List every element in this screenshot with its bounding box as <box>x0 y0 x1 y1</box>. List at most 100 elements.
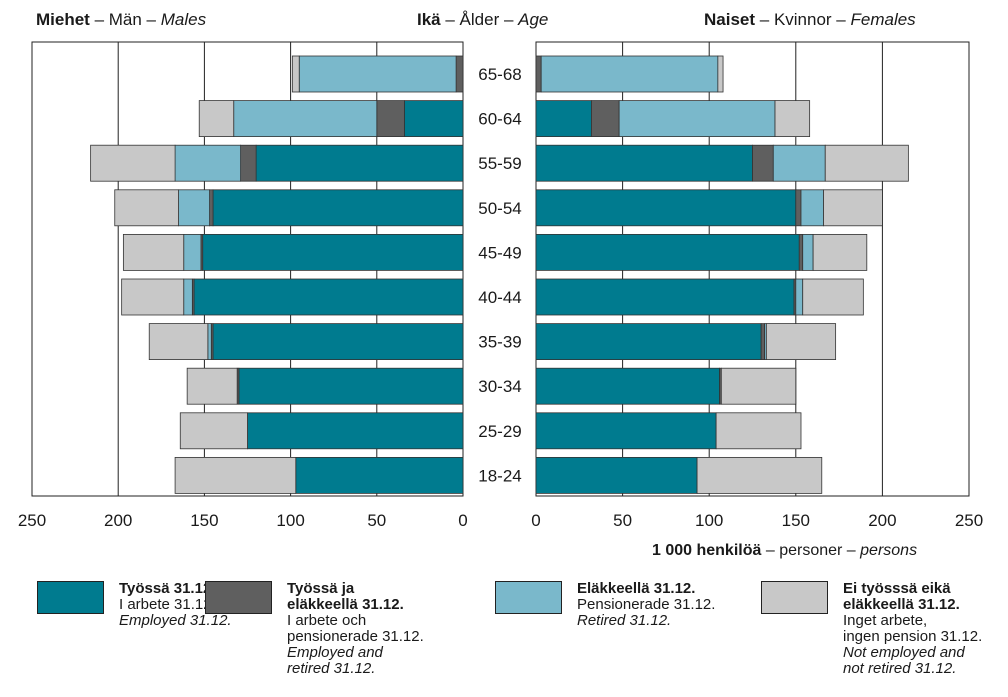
right-bar-60-64-series-1 <box>535 100 592 137</box>
age-group-label: 18-24 <box>478 466 521 485</box>
right-bar-45-49-series-4 <box>812 233 868 271</box>
population-pyramid-chart: 65-68 60-64 55-59 50-54 45-49 40-44 35-39 30-34… <box>18 41 983 530</box>
legend-swatch <box>37 581 104 614</box>
right-bar-45-49-series-3 <box>802 233 814 271</box>
left-bar-60-64-series-2 <box>376 100 405 137</box>
right-bar-55-59-series-3 <box>772 144 826 182</box>
left-bar-30-34-series-4 <box>186 367 238 405</box>
right-bar-50-54-series-1 <box>535 189 797 227</box>
left-bar-65-68-series-3 <box>298 55 457 93</box>
legend-line-italic: Employed and <box>287 644 383 661</box>
right-bar-35-39-series-2 <box>760 323 766 361</box>
right-bar-50-54-series-3 <box>800 189 824 227</box>
legend-line-normal: Inget arbete, <box>843 612 928 629</box>
left-bar-25-29-series-1 <box>247 412 464 450</box>
left-bar-60-64-series-4 <box>198 100 235 137</box>
right-bar-35-39-series-1 <box>535 323 762 361</box>
legend-line-italic: not retired 31.12. <box>843 660 957 677</box>
left-bar-65-68-series-2 <box>455 55 464 93</box>
legend-line-bold: Työssä 31.12. <box>119 580 216 597</box>
unit-label-normal: personer <box>779 542 843 559</box>
left-tick-label: 250 <box>18 511 46 530</box>
left-bar-50-54-series-4 <box>114 189 179 227</box>
legend-swatch <box>761 581 828 614</box>
age-group-label: 30-34 <box>478 377 521 396</box>
left-bar-65-68-series-4 <box>291 55 300 93</box>
left-bar-60-64-series-3 <box>233 100 378 137</box>
left-bar-50-54-series-2 <box>209 189 214 227</box>
females-header-sep2: – <box>831 10 851 29</box>
left-bar-40-44-series-3 <box>183 278 193 316</box>
right-bar-40-44-series-3 <box>795 278 804 316</box>
legend-line-italic: retired 31.12. <box>287 660 376 677</box>
legend-line-bold: eläkkeellä 31.12. <box>287 596 404 613</box>
legend-line-bold: Työssä ja <box>287 580 355 597</box>
right-bar-50-54-series-2 <box>795 189 802 227</box>
unit-label-sep2: – <box>842 542 861 559</box>
males-header-italic: Males <box>160 10 207 29</box>
right-bar-60-64-series-2 <box>591 100 620 137</box>
legend-line-bold: eläkkeellä 31.12. <box>843 596 960 613</box>
age-header-sep1: – <box>440 10 460 29</box>
age-group-label: 60-64 <box>478 110 521 129</box>
age-header-sep2: – <box>499 10 519 29</box>
left-bar-35-39-series-3 <box>207 323 212 361</box>
right-bar-40-44-series-1 <box>535 278 795 316</box>
left-bar-60-64-series-1 <box>403 100 464 137</box>
age-group-label: 65-68 <box>478 65 521 84</box>
females-header-normal: Kvinnor <box>773 10 832 29</box>
right-tick-label: 50 <box>613 511 632 530</box>
females-header: Naiset – Kvinnor – Females <box>704 10 916 30</box>
right-bar-25-29-series-4 <box>715 412 802 450</box>
left-tick-label: 100 <box>276 511 304 530</box>
right-tick-label: 150 <box>782 511 810 530</box>
left-bar-35-39-series-1 <box>212 323 464 361</box>
legend-line-normal: Pensionerade 31.12. <box>577 596 716 613</box>
age-group-label: 50-54 <box>478 199 521 218</box>
left-bar-45-49-series-1 <box>202 233 464 271</box>
age-group-label: 55-59 <box>478 154 521 173</box>
right-bar-30-34-series-1 <box>535 367 720 405</box>
males-header-bold: Miehet <box>36 10 90 29</box>
right-bar-65-68-series-2 <box>535 55 542 93</box>
legend-line-bold: Eläkkeellä 31.12. <box>577 580 696 597</box>
left-tick-label: 150 <box>190 511 218 530</box>
right-bar-45-49-series-1 <box>535 233 800 271</box>
legend-line-normal: pensionerade 31.12. <box>287 628 424 645</box>
age-group-label: 35-39 <box>478 333 521 352</box>
legend-text: Työssä ja eläkkeellä 31.12. I arbete och pe… <box>287 581 424 677</box>
legend-line-bold: Ei työsssä eikä <box>843 580 951 597</box>
legend-line-italic: Not employed and <box>843 644 965 661</box>
left-bar-50-54-series-3 <box>178 189 210 227</box>
legend-swatch <box>205 581 272 614</box>
age-group-label: 40-44 <box>478 288 521 307</box>
legend-line-italic: Retired 31.12. <box>577 612 672 629</box>
right-bar-55-59-series-2 <box>752 144 774 182</box>
right-bar-40-44-series-4 <box>802 278 864 316</box>
age-group-label: 45-49 <box>478 243 521 262</box>
right-bar-50-54-series-4 <box>823 189 883 227</box>
right-bar-55-59-series-4 <box>824 144 909 182</box>
males-header-sep1: – <box>89 10 109 29</box>
left-bar-55-59-series-1 <box>255 144 464 182</box>
right-bar-18-24-series-4 <box>696 456 823 494</box>
age-header-bold: Ikä <box>417 10 441 29</box>
right-bar-45-49-series-2 <box>798 233 804 271</box>
unit-label-sep1: – <box>761 542 780 559</box>
right-bar-60-64-series-3 <box>618 100 776 137</box>
legend-text: Työssä 31.12. I arbete 31.12. Employed 31.… <box>119 581 232 629</box>
left-tick-label: 50 <box>367 511 386 530</box>
unit-label-bold: 1 000 henkilöä <box>652 542 762 559</box>
males-header: Miehet – Män – Males <box>36 10 206 30</box>
left-bar-35-39-series-4 <box>148 323 209 361</box>
left-bar-55-59-series-3 <box>174 144 242 182</box>
left-bar-55-59-series-4 <box>90 144 176 182</box>
legend-line-normal: ingen pension 31.12. <box>843 628 983 645</box>
left-bar-18-24-series-4 <box>174 456 297 494</box>
left-bar-18-24-series-1 <box>295 456 464 494</box>
right-bar-65-68-series-3 <box>540 55 719 93</box>
right-tick-label: 100 <box>695 511 723 530</box>
right-bar-60-64-series-4 <box>774 100 811 137</box>
legend-swatch <box>495 581 562 614</box>
left-bar-55-59-series-2 <box>240 144 257 182</box>
